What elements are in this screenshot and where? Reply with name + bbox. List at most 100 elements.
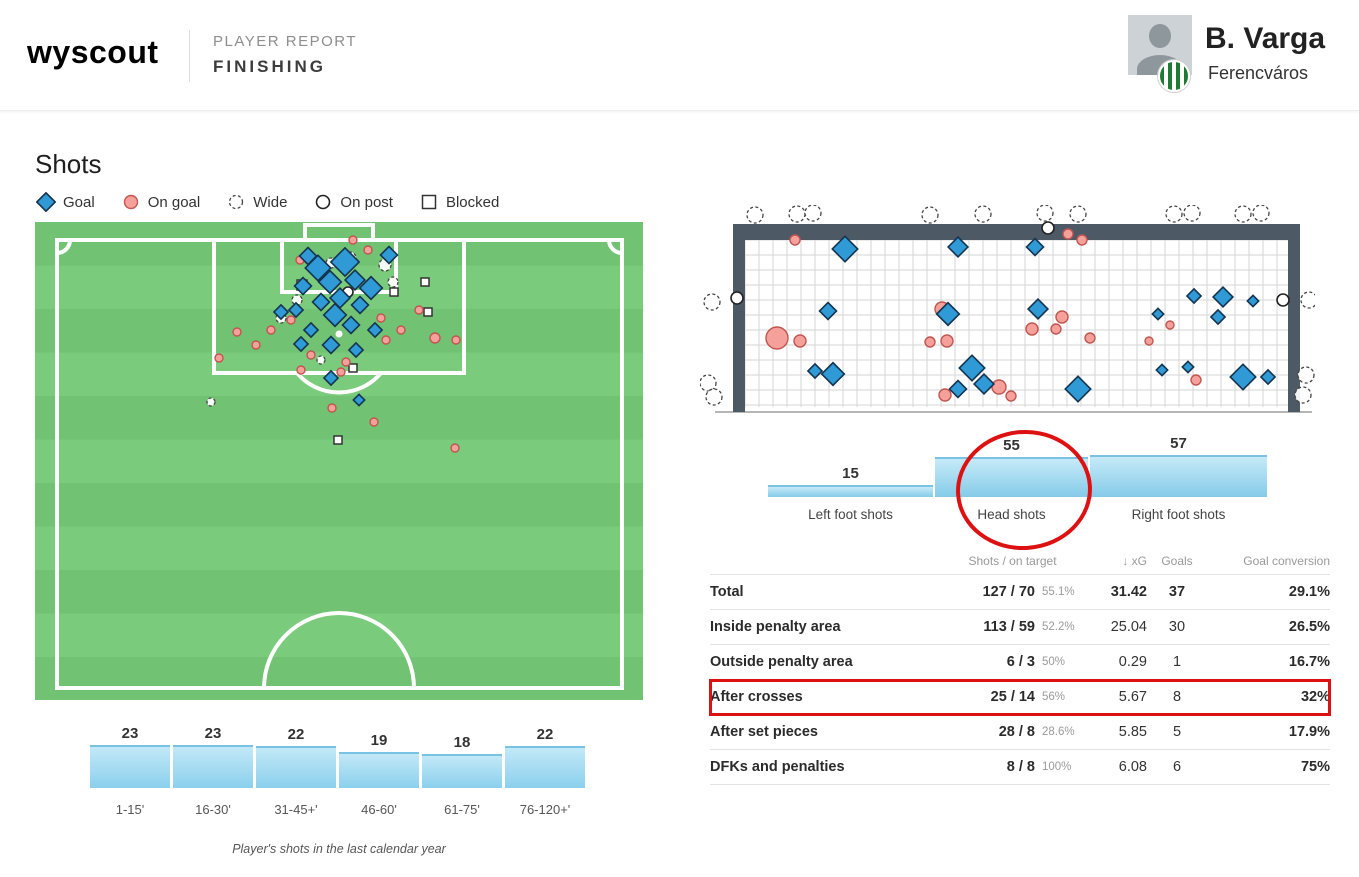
ongoal-marker: [1025, 322, 1039, 336]
legend-label: On post: [340, 193, 393, 211]
row-label: Inside penalty area: [710, 619, 841, 635]
wide-marker: [316, 355, 326, 365]
legend-label: Blocked: [445, 193, 500, 211]
goal-marker: [831, 235, 859, 263]
goal-marker: [958, 354, 986, 382]
goal-marker: [358, 275, 384, 301]
goal-marker: [1151, 307, 1165, 321]
onpost-marker: [1041, 221, 1055, 235]
wide-marker: [699, 374, 717, 392]
ongoal-marker: [232, 327, 242, 337]
body-part-bucket: 57 Right foot shots: [1090, 428, 1267, 524]
goal-marker: [935, 301, 961, 327]
wide-marker: [703, 293, 721, 311]
time-bucket: 23 16-30': [173, 716, 253, 818]
ongoal-marker: [251, 340, 261, 350]
shots-by-body-part-chart: 15 Left foot shots 55 Head shots 57 Right foo…: [768, 428, 1267, 524]
onpost-marker: [730, 291, 744, 305]
ongoal-marker: [789, 234, 801, 246]
ongoal-icon: [123, 194, 138, 210]
row-label: Outside penalty area: [710, 654, 853, 670]
goal-conversion-value: 16.7%: [1288, 654, 1330, 670]
pitch-chart-wrap: [35, 222, 643, 701]
goal-marker: [1181, 360, 1195, 374]
shots-by-period-chart: 23 1-15' 23 16-30' 22 31-45+' 19 46-60' 18 61-75'…: [90, 716, 585, 818]
ongoal-marker: [1084, 332, 1096, 344]
on-target-pct: 52.2%: [1042, 621, 1075, 633]
section-title-shots: Shots: [35, 149, 102, 179]
goal-chart-wrap: [699, 204, 1318, 425]
table-row-outside-penalty-area: Outside penalty area 6 / 3 50% 0.29 1 16.7%: [710, 645, 1330, 680]
legend-item-onpost[interactable]: On post: [313, 192, 393, 212]
legend-item-wide[interactable]: Wide: [226, 192, 287, 212]
row-label: After set pieces: [710, 724, 818, 740]
goal-marker: [350, 295, 370, 315]
table-row-dfks-and-penalties: DFKs and penalties 8 / 8 100% 6.08 6 75%: [710, 750, 1330, 785]
bar-value: 15: [842, 464, 859, 482]
ongoal-marker: [1165, 320, 1175, 330]
wide-marker: [206, 397, 216, 407]
goal-conversion-value: 17.9%: [1288, 724, 1330, 740]
wide-marker: [921, 206, 939, 224]
ongoal-marker: [938, 388, 952, 402]
legend-label: Wide: [253, 193, 288, 211]
legend-item-blocked[interactable]: Blocked: [419, 192, 499, 212]
goal-marker: [366, 321, 384, 339]
bar-label: 31-45+': [274, 802, 318, 817]
table-header-row: Shots / on target ↓ xG Goals Goal conversio…: [710, 548, 1330, 575]
goal-marker: [311, 292, 331, 312]
bar-label: 1-15': [115, 802, 145, 817]
bar-label: 46-60': [361, 802, 397, 817]
body-part-bucket: 55 Head shots: [935, 428, 1088, 524]
goal-marker: [1259, 368, 1277, 386]
legend-label: Goal: [63, 193, 95, 211]
ongoal-marker: [1062, 228, 1074, 240]
on-target-pct: 28.6%: [1042, 726, 1075, 738]
wide-marker: [746, 206, 764, 224]
wide-marker: [229, 194, 244, 210]
bar-label: Right foot shots: [1131, 507, 1226, 522]
blocked-marker: [389, 287, 399, 297]
legend-item-ongoal[interactable]: On goal: [121, 192, 200, 212]
bar-label: Head shots: [977, 507, 1046, 522]
goal-marker: [1185, 287, 1203, 305]
xg-value: 0.29: [1118, 654, 1147, 670]
ongoal-marker: [1144, 336, 1154, 346]
legend-item-goal[interactable]: Goal: [36, 192, 95, 212]
wyscout-logo: wyscout: [27, 34, 159, 70]
ongoal-marker: [341, 357, 351, 367]
ongoal-marker: [348, 235, 358, 245]
bar-value: 57: [1170, 435, 1187, 453]
xg-value: 6.08: [1118, 759, 1147, 775]
time-bar: [256, 746, 336, 788]
goal-marker: [287, 301, 305, 319]
goal-marker: [347, 341, 365, 359]
ongoal-marker: [336, 367, 346, 377]
body-part-bucket: 15 Left foot shots: [768, 428, 933, 524]
goal-marker: [1064, 375, 1092, 403]
ongoal-marker: [1050, 323, 1062, 335]
goal-marker: [1229, 363, 1257, 391]
ongoal-marker: [940, 334, 954, 348]
onpost-marker: [316, 194, 331, 210]
goal-marker: [272, 303, 290, 321]
goal-marker: [322, 369, 340, 387]
row-label: After crosses: [710, 689, 803, 705]
goals-value: 30: [1168, 619, 1186, 635]
goal-conversion-value: 29.1%: [1288, 584, 1330, 600]
goals-value: 37: [1168, 584, 1186, 600]
blocked-marker: [420, 277, 430, 287]
ongoal-marker: [1076, 234, 1088, 246]
row-label: DFKs and penalties: [710, 759, 845, 775]
goal-marker: [1025, 237, 1045, 257]
shots-on-target-value: 127 / 70: [982, 584, 1035, 600]
col-header-goals: Goals: [1161, 554, 1193, 568]
goal-marker: [329, 246, 361, 278]
table-row-inside-penalty-area: Inside penalty area 113 / 59 52.2% 25.04 30 2…: [710, 610, 1330, 645]
shots-on-target-value: 25 / 14: [990, 689, 1035, 705]
col-header-xg-sort[interactable]: ↓ xG: [1122, 554, 1147, 568]
goal-marker: [302, 321, 320, 339]
time-bucket: 22 76-120+': [505, 716, 585, 818]
shots-legend: Goal On goal Wide On post Blocked: [36, 190, 499, 214]
